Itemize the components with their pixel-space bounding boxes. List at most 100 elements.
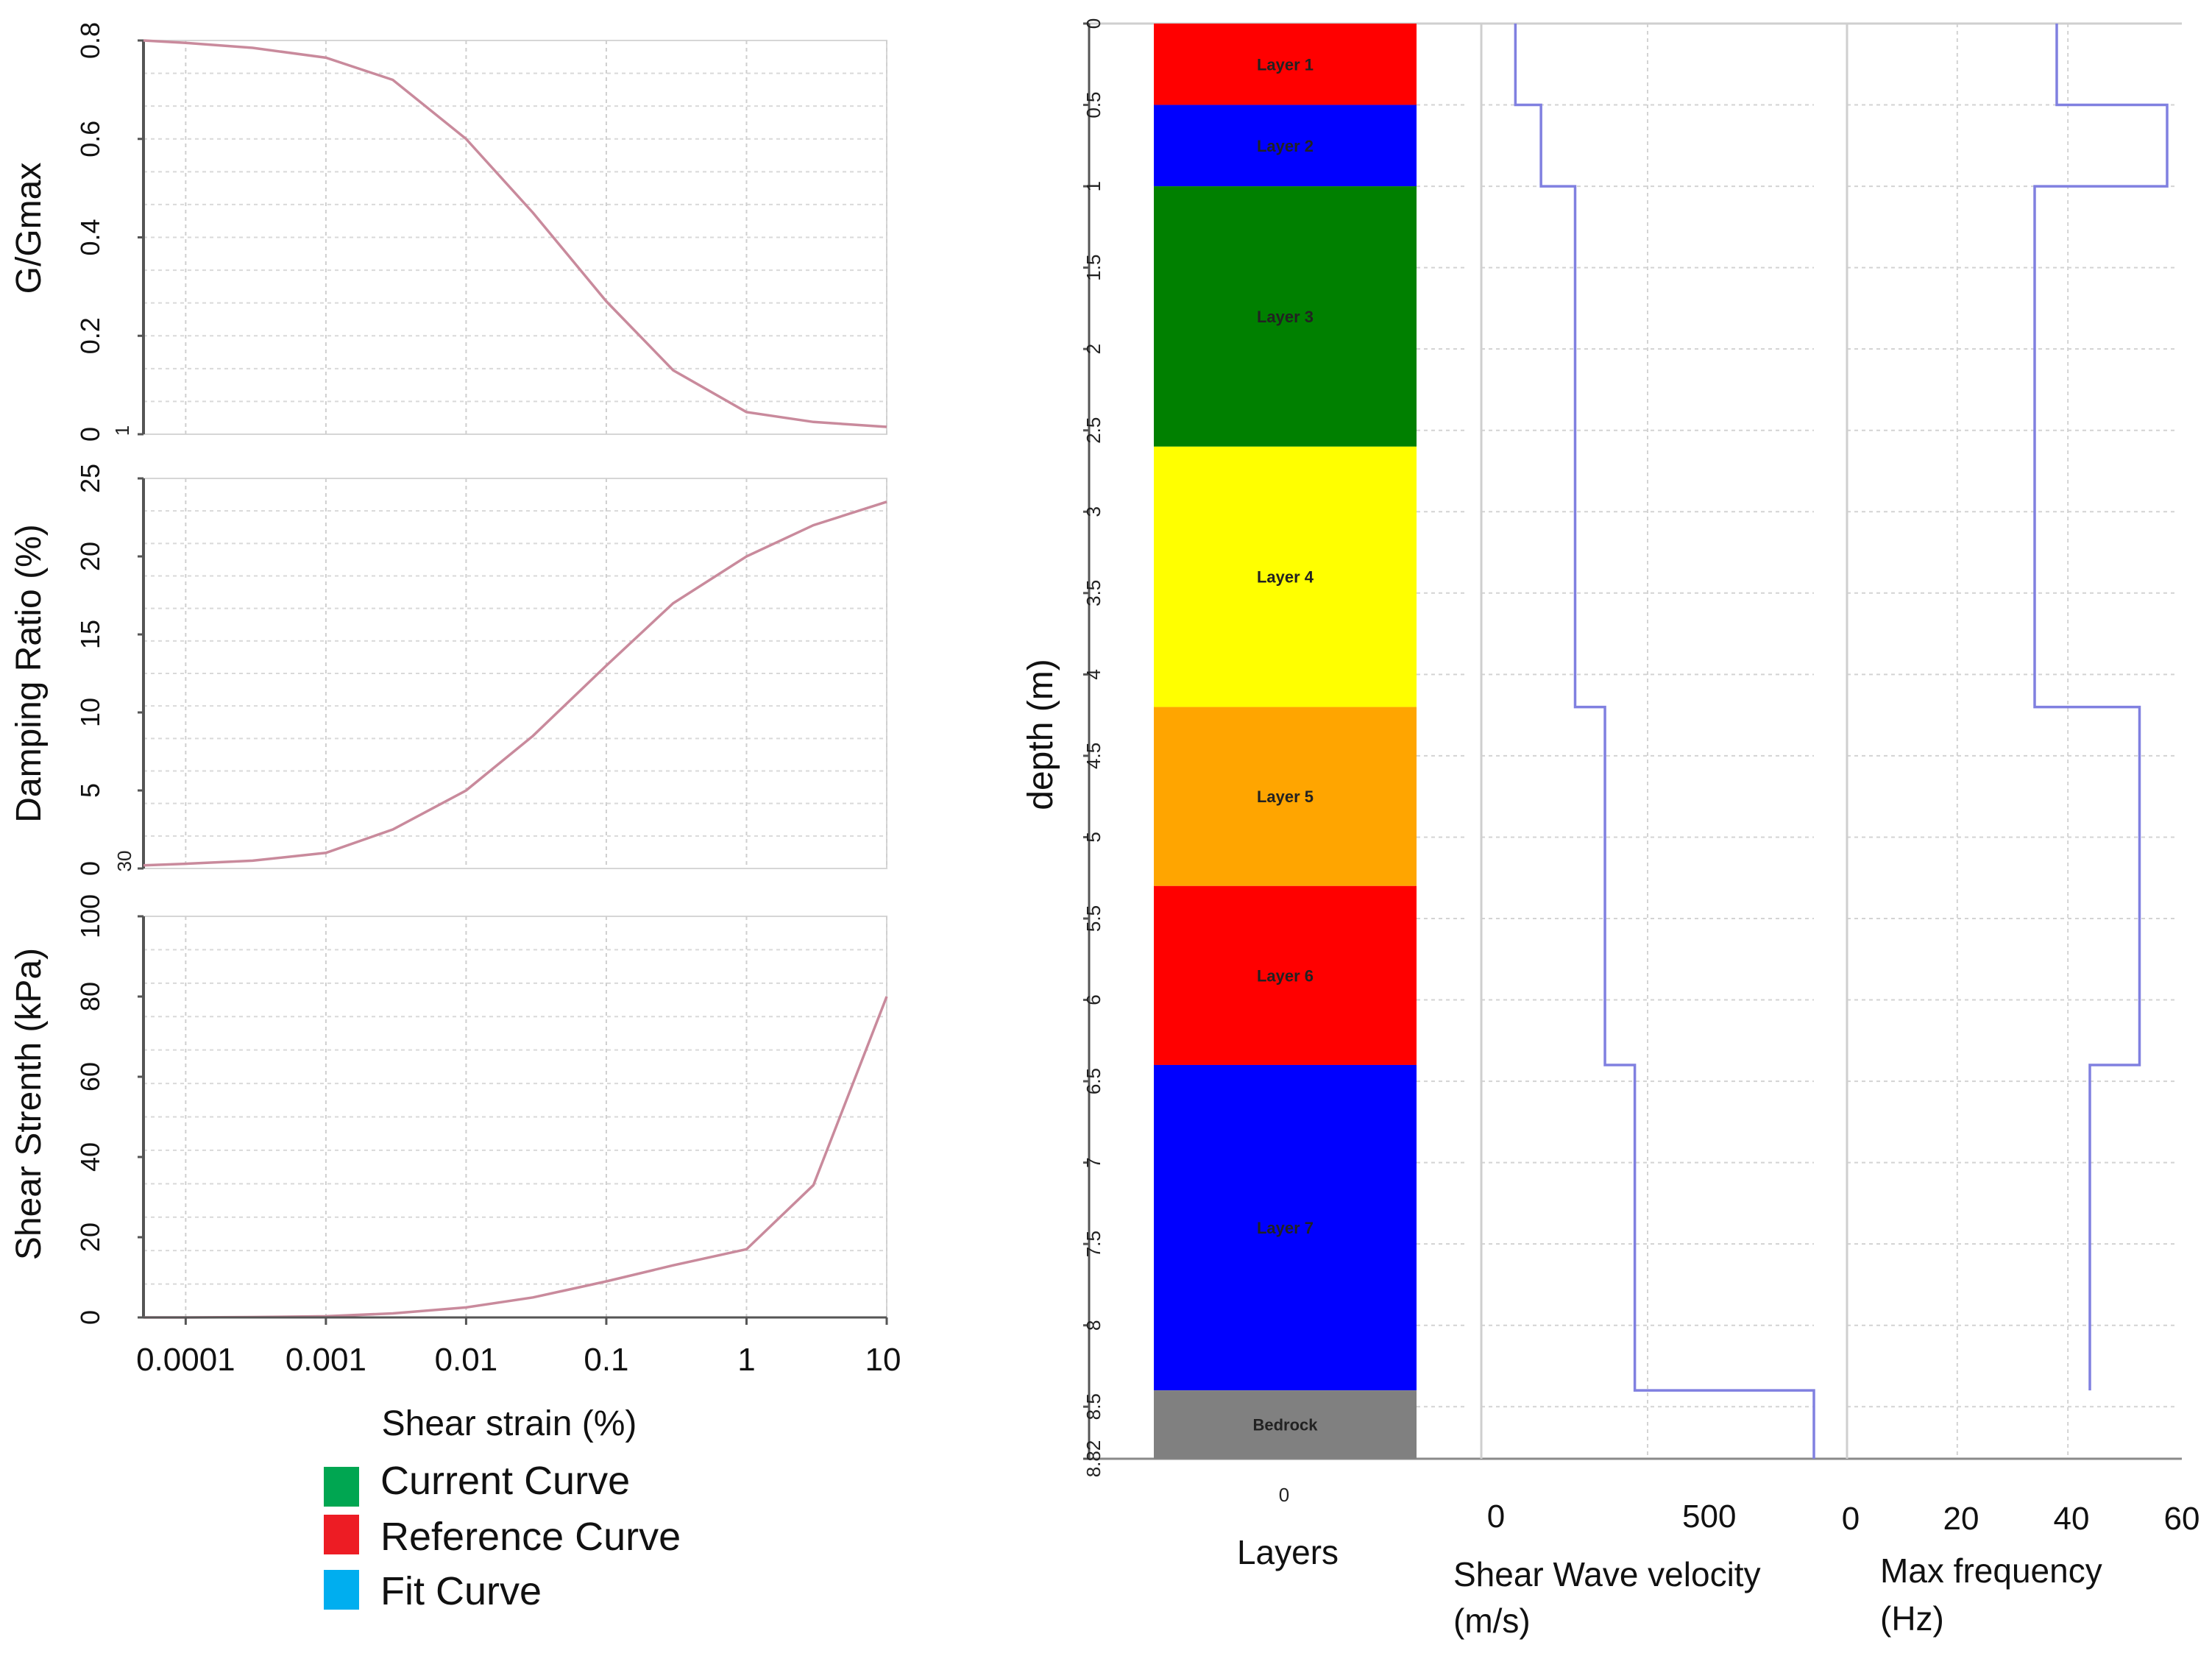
xlabel-fmax-line2: (Hz) <box>1880 1599 1944 1638</box>
depth-tick-label: 6 <box>1082 994 1105 1005</box>
xlabel-layers: Layers <box>1237 1533 1339 1571</box>
y-tick-label: 0 <box>75 427 105 442</box>
vs-plot: 0 500 <box>1487 24 1815 1535</box>
depth-tick-label: 2 <box>1082 344 1105 354</box>
depth-tick-label: 4.5 <box>1082 743 1105 769</box>
y-tick-label: 60 <box>75 1062 105 1091</box>
soil-layer-bedrock <box>1154 1390 1417 1459</box>
depth-tick-label: 1 <box>1082 181 1105 191</box>
soil-layer-layer-4 <box>1154 446 1417 707</box>
soil-layer-label: Layer 6 <box>1257 966 1314 985</box>
y-tick-label: 0.6 <box>75 121 105 158</box>
soil-layer-layer-7 <box>1154 1064 1417 1391</box>
depth-tick-label: 1.5 <box>1082 255 1105 281</box>
x-tick-label: 10 <box>865 1342 901 1378</box>
soil-layer-layer-1 <box>1154 24 1417 105</box>
depth-grid <box>1089 22 2182 1460</box>
vs-xtick-label: 0 <box>1487 1498 1505 1535</box>
soil-layer-label: Layer 1 <box>1257 55 1314 74</box>
fmax-xtick-label: 0 <box>1842 1501 1860 1537</box>
plot-strength: 0 20 40 60 80 100 0.0001 0.001 0.01 0.1 1 10 <box>75 894 901 1378</box>
vs-xtick-label: 500 <box>1682 1498 1736 1535</box>
legend-label-reference: Reference Curve <box>380 1515 681 1559</box>
right-panel: Layer 1 Layer 2 Layer 3 Layer 4 Layer 5 Layer… <box>1021 18 2199 1640</box>
fmax-xtick-label: 20 <box>1943 1501 1979 1537</box>
depth-tick-label: 5.5 <box>1082 905 1105 932</box>
depth-tick-label: 6.5 <box>1082 1068 1105 1094</box>
legend-label-current: Current Curve <box>380 1459 630 1503</box>
curve-damping <box>143 500 887 867</box>
soil-layer-layer-2 <box>1154 105 1417 187</box>
x-tick-label: 1 <box>737 1342 755 1378</box>
soil-layer-layer-5 <box>1154 707 1417 886</box>
ylabel-damping: Damping Ratio (%) <box>10 524 49 822</box>
x-tick-label: 0.01 <box>435 1342 498 1378</box>
curve-strength <box>143 996 888 1319</box>
y-tick-label: 20 <box>75 1222 105 1252</box>
soil-layer-label: Bedrock <box>1252 1416 1318 1434</box>
y-tick-label: 0.4 <box>75 219 105 255</box>
ylabel-strength: Shear Strenth (kPa) <box>10 948 49 1260</box>
depth-tick-label: 5 <box>1082 832 1105 842</box>
soil-layer-layer-3 <box>1154 186 1417 447</box>
legend-swatch-current <box>324 1467 359 1507</box>
depth-tick-label: 0 <box>1082 18 1105 29</box>
soil-layer-label: Layer 2 <box>1257 137 1314 155</box>
plot-modulus: 0 0.2 0.4 0.6 0.8 <box>75 22 887 442</box>
fmax-xtick-label: 60 <box>2164 1501 2200 1537</box>
x-tick-label: 0.0001 <box>136 1342 235 1378</box>
soil-layers: Layer 1 Layer 2 Layer 3 Layer 4 Layer 5 Layer… <box>1154 24 1417 1459</box>
layers-xtick: 0 <box>1279 1484 1289 1506</box>
y-tick-label: 10 <box>75 698 105 727</box>
extra-label-modulus: 1 <box>111 425 133 436</box>
depth-tick-label: 2.5 <box>1082 417 1105 444</box>
extra-label-damping: 30 <box>113 851 135 872</box>
soil-layer-label: Layer 7 <box>1257 1219 1314 1237</box>
x-tick-label: 0.1 <box>584 1342 628 1378</box>
soil-layer-layer-6 <box>1154 885 1417 1065</box>
y-tick-label: 80 <box>75 982 105 1011</box>
legend-label-fit: Fit Curve <box>380 1569 542 1613</box>
fmax-plot: 0 20 40 60 <box>1842 24 2200 1537</box>
y-tick-label: 20 <box>75 542 105 571</box>
depth-tick-label: 4 <box>1082 669 1105 679</box>
depth-tick-label: 8.5 <box>1082 1393 1105 1420</box>
plot-damping: 0 5 10 15 20 25 <box>75 464 887 876</box>
y-tick-label: 5 <box>75 783 105 798</box>
depth-tick-label: 3 <box>1082 506 1105 517</box>
xlabel-vs-line2: (m/s) <box>1453 1602 1531 1640</box>
y-tick-label: 0.8 <box>75 22 105 59</box>
vs-step-line <box>1514 24 1815 1459</box>
curve-modulus <box>143 39 887 428</box>
xlabel-fmax-line1: Max frequency <box>1880 1551 2102 1590</box>
y-tick-label: 0.2 <box>75 317 105 354</box>
depth-tick-label: 8 <box>1082 1320 1105 1330</box>
fmax-xtick-label: 40 <box>2054 1501 2090 1537</box>
y-tick-label: 0 <box>75 1310 105 1325</box>
legend-swatch-reference <box>324 1515 359 1554</box>
y-tick-label: 0 <box>75 861 105 876</box>
left-panel: 0 0.2 0.4 0.6 0.8 0 5 10 15 20 25 0 20 40 60 80 100 0.0… <box>10 22 901 1613</box>
x-tick-label: 0.001 <box>286 1342 366 1378</box>
y-tick-label: 100 <box>75 894 105 938</box>
xlabel-strain: Shear strain (%) <box>382 1404 637 1443</box>
depth-tick-label: 8.82 <box>1082 1440 1105 1478</box>
depth-tick-label: 7.5 <box>1082 1231 1105 1257</box>
depth-tick-label: 0.5 <box>1082 91 1105 118</box>
y-tick-label: 25 <box>75 464 105 493</box>
depth-tick-label: 7 <box>1082 1157 1105 1167</box>
soil-layer-label: Layer 5 <box>1257 788 1314 806</box>
depth-tick-label: 3.5 <box>1082 580 1105 606</box>
ylabel-modulus: G/Gmax <box>10 163 49 294</box>
y-tick-label: 40 <box>75 1142 105 1172</box>
legend-swatch-fit <box>324 1570 359 1610</box>
depth-axis: 0 0.5 1 1.5 2 2.5 3 3.5 4 4.5 5 5.5 6 6.5 7 7.5 8 8.5 8.82 <box>1082 18 1105 1478</box>
legend: Current Curve Reference Curve Fit Curve <box>324 1459 681 1613</box>
fmax-step-line <box>2033 24 2169 1391</box>
y-tick-label: 15 <box>75 620 105 649</box>
soil-layer-label: Layer 4 <box>1257 568 1314 587</box>
xlabel-vs-line1: Shear Wave velocity <box>1453 1555 1761 1593</box>
ylabel-depth: depth (m) <box>1021 659 1060 810</box>
soil-layer-label: Layer 3 <box>1257 308 1314 326</box>
